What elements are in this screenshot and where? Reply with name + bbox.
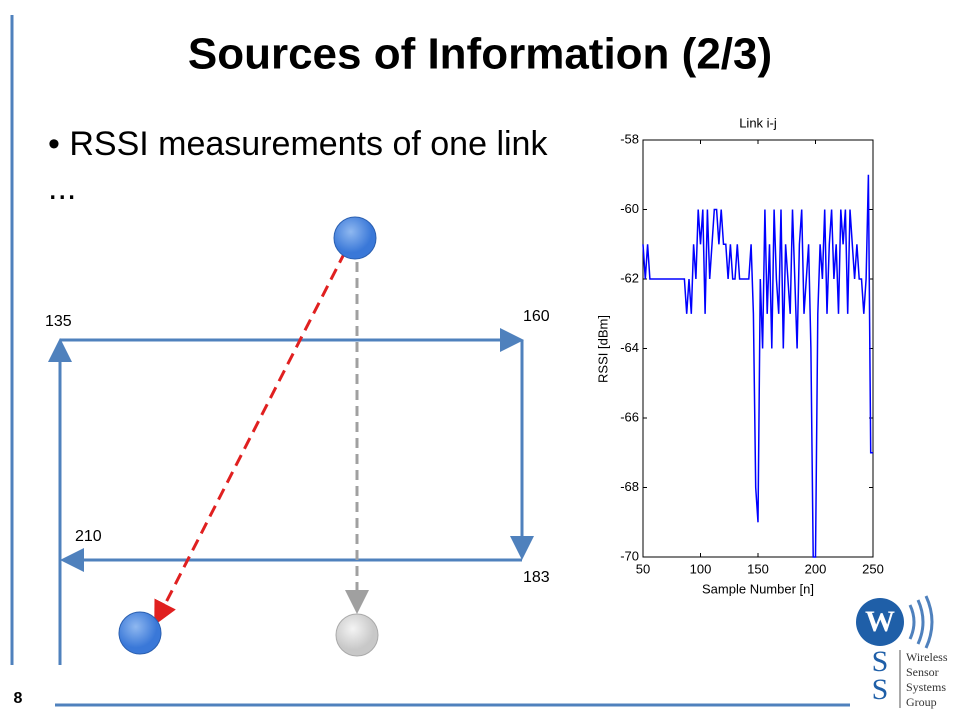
chart: Link i-j Sample Number [n] RSSI [dBm] -5… — [595, 115, 883, 596]
x-tick-label: 150 — [747, 561, 769, 576]
slide-title: Sources of Information (2/3) — [188, 30, 772, 79]
dashed-arrow — [154, 251, 347, 626]
bullet: RSSI measurements of one link ... — [48, 122, 548, 210]
logo-letter: S — [872, 645, 889, 678]
y-tick-label: -66 — [620, 409, 639, 424]
node — [333, 216, 377, 260]
node — [118, 611, 162, 655]
logo-letter: S — [872, 673, 889, 706]
page-number: 8 — [14, 690, 23, 707]
x-tick-label: 200 — [805, 561, 827, 576]
x-axis-label: Sample Number [n] — [702, 581, 814, 596]
diagram-label: 160 — [523, 308, 550, 325]
logo: W S S Wireless Sensor Systems Group — [856, 595, 948, 709]
logo-text: Sensor — [906, 665, 939, 679]
y-tick-label: -58 — [620, 131, 639, 146]
logo-text: Group — [906, 695, 937, 709]
logo-mark: W — [865, 605, 895, 638]
y-tick-label: -64 — [620, 340, 639, 355]
diagram-label: 183 — [523, 569, 550, 586]
y-tick-label: -70 — [620, 548, 639, 563]
diagram — [48, 251, 534, 665]
logo-text: Systems — [906, 680, 946, 694]
x-tick-label: 250 — [862, 561, 884, 576]
y-tick-label: -62 — [620, 270, 639, 285]
data-line — [642, 174, 873, 558]
y-axis-label: RSSI [dBm] — [595, 315, 610, 383]
logo-text: Wireless — [906, 650, 948, 664]
logo-circle — [856, 598, 904, 646]
diagram-label: 135 — [45, 313, 72, 330]
x-tick-label: 100 — [690, 561, 712, 576]
logo-waves — [908, 595, 934, 649]
node — [335, 613, 379, 657]
diagram-label: 210 — [75, 528, 102, 545]
y-tick-label: -60 — [620, 201, 639, 216]
chart-title: Link i-j — [739, 115, 777, 130]
y-tick-label: -68 — [620, 479, 639, 494]
x-tick-label: 50 — [636, 561, 650, 576]
